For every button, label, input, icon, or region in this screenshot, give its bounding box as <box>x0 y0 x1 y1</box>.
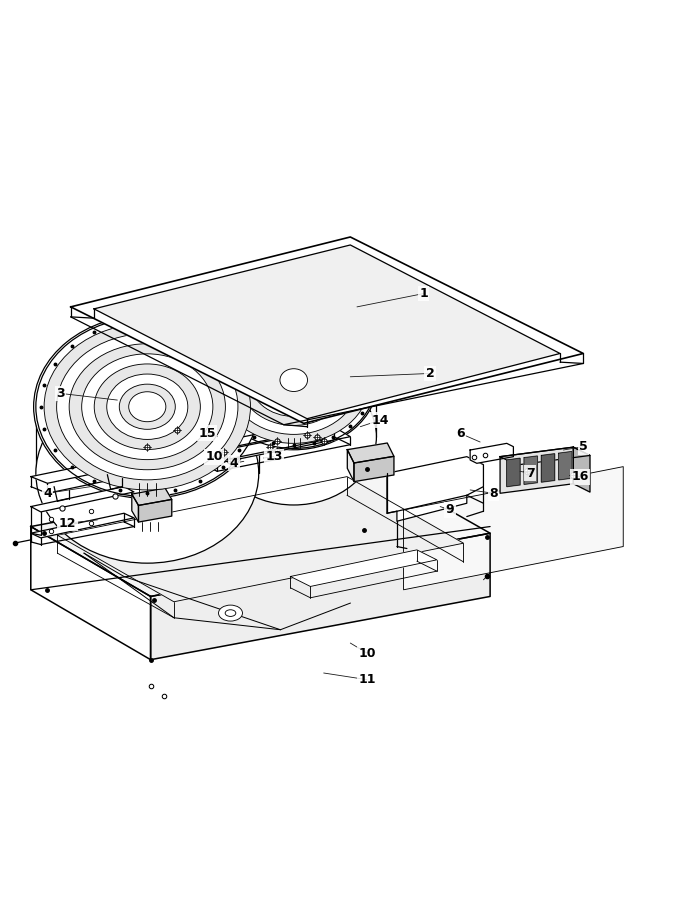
Ellipse shape <box>211 311 376 448</box>
Polygon shape <box>31 464 490 597</box>
Polygon shape <box>94 245 560 418</box>
Text: 4: 4 <box>43 487 52 500</box>
Text: 2: 2 <box>426 367 435 380</box>
Polygon shape <box>500 447 574 493</box>
Polygon shape <box>559 452 572 480</box>
Polygon shape <box>201 427 350 464</box>
Text: 15: 15 <box>198 427 216 440</box>
Ellipse shape <box>261 353 327 408</box>
Text: 11: 11 <box>358 673 375 686</box>
Text: 6: 6 <box>456 427 464 440</box>
Ellipse shape <box>129 392 166 422</box>
Polygon shape <box>31 526 150 660</box>
Ellipse shape <box>249 344 338 417</box>
Text: 1: 1 <box>419 287 428 300</box>
Text: 10: 10 <box>358 646 375 660</box>
Ellipse shape <box>69 344 225 470</box>
Ellipse shape <box>239 335 348 426</box>
Ellipse shape <box>218 605 243 621</box>
Ellipse shape <box>94 364 200 449</box>
Text: 9: 9 <box>446 503 454 517</box>
Polygon shape <box>57 477 464 602</box>
Polygon shape <box>31 513 134 538</box>
Polygon shape <box>71 237 583 423</box>
Ellipse shape <box>119 384 175 429</box>
Ellipse shape <box>34 315 261 499</box>
Ellipse shape <box>82 354 213 460</box>
Text: 4: 4 <box>229 457 238 470</box>
Ellipse shape <box>36 383 259 563</box>
Text: 12: 12 <box>59 517 76 530</box>
Polygon shape <box>290 550 437 587</box>
Polygon shape <box>387 456 483 521</box>
Polygon shape <box>194 423 324 454</box>
Ellipse shape <box>210 310 378 450</box>
Ellipse shape <box>225 610 236 616</box>
Polygon shape <box>524 456 537 484</box>
Text: 8: 8 <box>489 487 497 500</box>
Text: 7: 7 <box>526 467 534 480</box>
Text: 10: 10 <box>205 450 222 464</box>
Polygon shape <box>31 487 134 512</box>
Text: 3: 3 <box>57 387 65 400</box>
Polygon shape <box>132 494 138 522</box>
Text: 5: 5 <box>579 440 588 454</box>
Ellipse shape <box>106 374 188 439</box>
Ellipse shape <box>211 368 376 505</box>
Polygon shape <box>470 444 514 464</box>
Polygon shape <box>138 500 172 522</box>
Polygon shape <box>354 456 394 482</box>
Polygon shape <box>541 454 555 482</box>
Text: 13: 13 <box>265 450 282 464</box>
Polygon shape <box>132 488 172 506</box>
Polygon shape <box>404 466 623 590</box>
Ellipse shape <box>217 317 370 444</box>
Ellipse shape <box>228 326 359 435</box>
Ellipse shape <box>44 323 251 490</box>
Polygon shape <box>347 443 394 463</box>
Polygon shape <box>507 458 520 487</box>
Text: 16: 16 <box>572 470 588 483</box>
Ellipse shape <box>36 317 259 497</box>
Polygon shape <box>500 447 590 465</box>
Polygon shape <box>31 450 174 483</box>
Polygon shape <box>347 450 354 482</box>
Text: 14: 14 <box>371 413 389 427</box>
Ellipse shape <box>57 334 238 480</box>
Polygon shape <box>150 533 490 660</box>
Polygon shape <box>574 447 590 492</box>
Ellipse shape <box>272 362 316 399</box>
Ellipse shape <box>280 369 307 392</box>
